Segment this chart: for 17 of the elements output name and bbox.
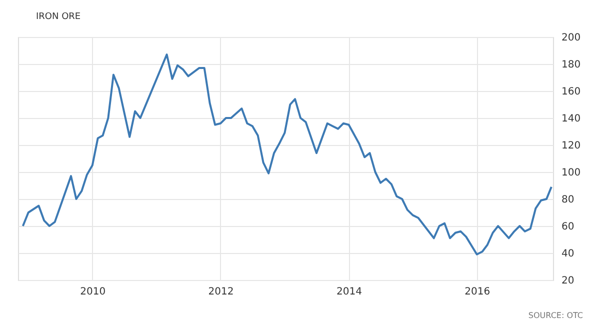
x-tick-label: 2012	[208, 286, 234, 298]
line-series	[22, 54, 552, 256]
y-tick-label: 120	[562, 140, 581, 152]
y-tick-label: 40	[562, 248, 574, 260]
x-tick-label: 2010	[80, 286, 106, 298]
x-tick-label: 2014	[336, 286, 362, 298]
y-tick-label: 200	[562, 32, 581, 44]
y-tick-label: 20	[562, 276, 574, 286]
y-tick-label: 100	[562, 168, 581, 178]
source-note: SOURCE: OTC	[528, 311, 584, 320]
chart-title: IRON ORE	[36, 12, 81, 22]
y-tick-label: 180	[562, 60, 581, 70]
y-tick-label: 80	[562, 194, 574, 206]
y-tick-label: 140	[562, 114, 581, 124]
y-tick-label: 60	[562, 222, 574, 232]
x-tick-label: 2016	[464, 286, 490, 298]
y-tick-label: 160	[562, 86, 581, 98]
